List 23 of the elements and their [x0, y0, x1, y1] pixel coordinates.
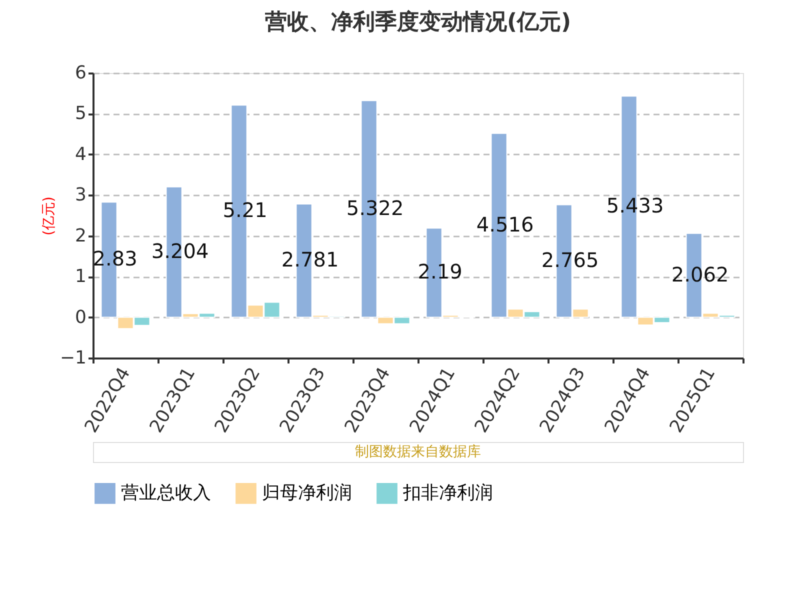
- legend-label: 扣非净利润: [402, 482, 493, 504]
- y-tick-label: −1: [60, 348, 86, 368]
- data-label: 5.322: [346, 196, 404, 220]
- legend-label: 营业总收入: [121, 482, 211, 504]
- data-label: 5.21: [222, 198, 268, 222]
- y-tick-label: 4: [75, 144, 86, 165]
- legend-label: 归母净利润: [262, 482, 352, 504]
- data-label: 2.062: [671, 262, 729, 286]
- y-tick-label: 2: [75, 225, 86, 246]
- data-label: 4.516: [476, 212, 534, 236]
- text: 制图数据来自数据库: [355, 444, 481, 460]
- y-tick-label: 6: [75, 62, 86, 84]
- data-label: 2.765: [541, 248, 599, 272]
- y-tick-label: 5: [75, 103, 86, 124]
- chart-title: 营收、净利季度变动情况(亿元): [264, 9, 572, 35]
- data-label: 5.433: [606, 194, 664, 218]
- data-label: 2.781: [281, 248, 339, 272]
- y-tick-label: 0: [75, 306, 86, 328]
- y-tick-label: 1: [75, 266, 86, 288]
- y-axis-title: (亿元): [40, 196, 57, 236]
- data-label: 3.204: [151, 239, 209, 264]
- data-label: 2.19: [418, 260, 462, 284]
- y-tick-label: 3: [75, 184, 86, 206]
